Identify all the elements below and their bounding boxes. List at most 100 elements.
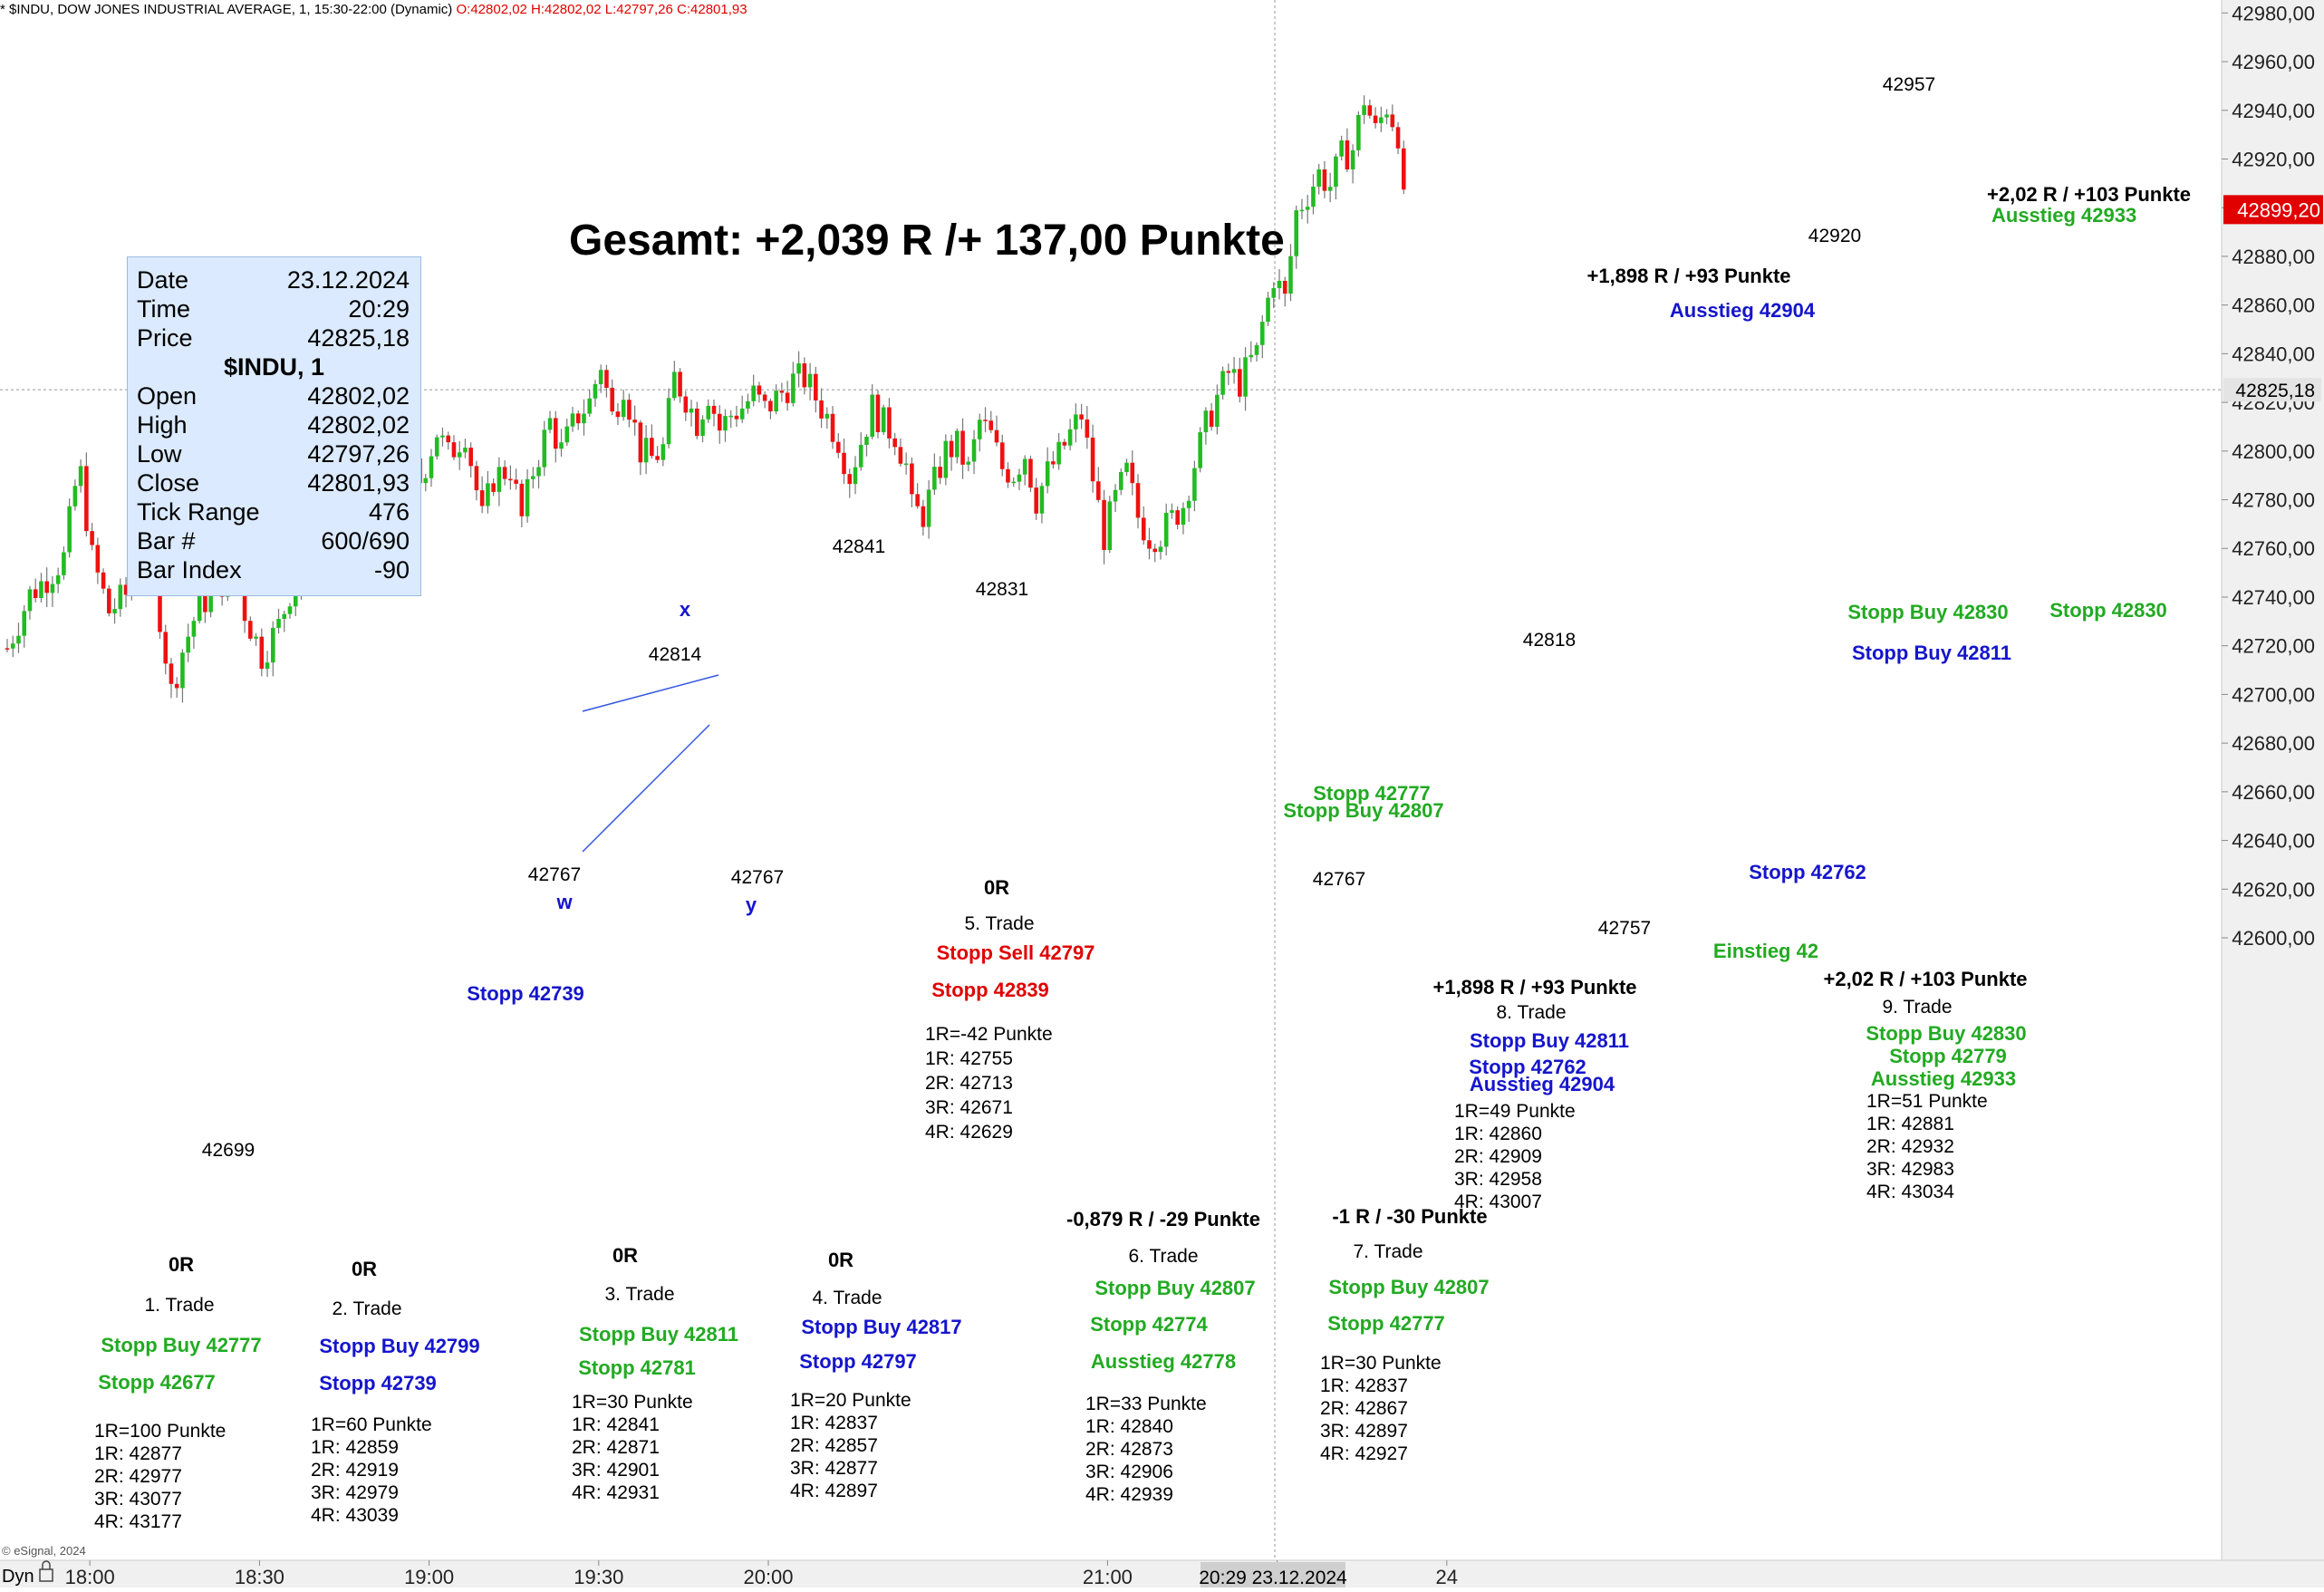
candle	[254, 636, 258, 639]
annotation-label: Ausstieg 42904	[1470, 1073, 1615, 1095]
annotation-label: 1R: 42837	[790, 1413, 878, 1433]
chart-header: * $INDU, DOW JONES INDUSTRIAL AVERAGE, 1…	[0, 2, 747, 17]
candle	[1034, 487, 1038, 514]
annotation-label: 2R: 42873	[1085, 1439, 1173, 1460]
y-tick-label: 42780,00	[2232, 489, 2315, 512]
candle	[632, 420, 637, 423]
candle	[1090, 437, 1095, 482]
y-tick-label: 42800,00	[2232, 440, 2315, 463]
annotation-label: 0R	[612, 1244, 638, 1267]
y-tick-label: 42680,00	[2232, 732, 2315, 755]
annotation-label: 1R=51 Punkte	[1866, 1091, 1988, 1112]
candle	[1271, 287, 1277, 298]
candle	[16, 635, 21, 644]
candle	[10, 643, 15, 649]
candle	[1259, 322, 1265, 345]
info-row: Low 42797,26	[137, 440, 410, 469]
annotation-label: Stopp 42677	[98, 1371, 216, 1394]
annotation-label: 1R: 42877	[94, 1443, 182, 1464]
candle	[915, 494, 920, 507]
candle	[474, 466, 479, 491]
candle	[966, 461, 971, 465]
candle	[853, 467, 858, 485]
annotation-label: 1R: 42755	[925, 1048, 1013, 1069]
annotation-label: +2,02 R / +103 Punkte	[1987, 183, 2191, 206]
annotation-label: 2. Trade	[332, 1298, 401, 1319]
candle	[864, 437, 869, 445]
info-key: Open	[137, 382, 198, 410]
candle	[27, 589, 33, 612]
annotation-label: Stopp 42762	[1469, 1056, 1586, 1078]
candle	[994, 429, 999, 443]
candle	[672, 371, 677, 399]
candle	[1175, 510, 1180, 526]
candle	[971, 439, 977, 462]
annotation-label: Stopp Buy 42830	[1866, 1022, 2026, 1045]
info-row: Close 42801,93	[137, 469, 410, 498]
candle	[1299, 209, 1305, 212]
candle	[830, 413, 835, 442]
annotation-label: 4R: 43034	[1866, 1182, 1954, 1202]
candle	[1067, 429, 1073, 446]
candle	[739, 408, 745, 420]
annotation-label: 4R: 42931	[572, 1482, 660, 1503]
candle	[638, 422, 643, 463]
info-row: Time 20:29	[137, 295, 410, 324]
candle	[180, 652, 185, 689]
annotation-label: 3R: 42983	[1866, 1159, 1954, 1180]
candle	[881, 407, 886, 432]
candle	[1118, 471, 1123, 490]
candle	[1327, 187, 1333, 191]
annotation-label: 5. Trade	[964, 913, 1034, 934]
candle	[451, 442, 457, 458]
candle	[536, 467, 541, 477]
annotation-label: 2R: 42713	[925, 1073, 1013, 1094]
annotation-label: Stopp 42781	[578, 1356, 696, 1379]
candle	[960, 430, 965, 465]
candle	[1181, 507, 1186, 526]
candle	[547, 418, 553, 430]
info-key: High	[137, 411, 188, 439]
lock-icon[interactable]	[39, 1560, 53, 1582]
annotation-label: 4R: 42897	[790, 1481, 878, 1501]
candle	[1152, 548, 1158, 553]
info-row: Tick Range 476	[137, 498, 410, 527]
annotation-label: Ausstieg 42933	[1871, 1067, 2016, 1090]
candle	[683, 396, 689, 413]
candle	[72, 486, 78, 507]
candle	[55, 574, 61, 584]
annotation-label: 1R: 42859	[311, 1437, 399, 1458]
candle	[977, 420, 982, 439]
annotation-label: 0R	[984, 876, 1009, 899]
time-axis-panel[interactable]	[0, 1560, 2324, 1587]
candle	[932, 467, 937, 490]
annotation-label: 1R=100 Punkte	[94, 1421, 226, 1442]
annotation-label: Stopp Buy 42799	[319, 1335, 479, 1357]
annotation-label: 1R=60 Punkte	[311, 1414, 432, 1435]
chart-title: Gesamt: +2,039 R /+ 137,00 Punkte	[569, 217, 1285, 265]
candle	[1028, 458, 1033, 488]
symbol-title: * $INDU, DOW JONES INDUSTRIAL AVERAGE, 1…	[0, 2, 453, 17]
info-value: 42802,02	[307, 382, 410, 410]
info-value: 42802,02	[307, 411, 410, 439]
annotation-label: 4R: 42629	[925, 1122, 1013, 1143]
x-tick-label: 18:00	[65, 1566, 115, 1587]
annotation-label: 42920	[1808, 226, 1861, 246]
candle	[491, 483, 496, 492]
annotation-label: Stopp Buy 42811	[1470, 1029, 1629, 1052]
candle	[434, 437, 439, 457]
y-tick-label: 42920,00	[2232, 148, 2315, 170]
annotation-label: Stopp 42739	[467, 982, 584, 1005]
candle	[627, 400, 632, 420]
price-axis-panel[interactable]	[2222, 0, 2324, 1560]
candle	[575, 413, 581, 424]
candle	[62, 552, 66, 575]
crosshair-time-label: 20:29 23.12.2024	[1199, 1568, 1347, 1587]
candle	[1163, 512, 1169, 547]
candle	[1079, 414, 1084, 420]
annotation-label: 4R: 42939	[1085, 1484, 1173, 1505]
candle	[858, 444, 863, 468]
crosshair-price-tag	[2223, 378, 2321, 402]
annotation-label: 1R=-42 Punkte	[925, 1024, 1053, 1045]
